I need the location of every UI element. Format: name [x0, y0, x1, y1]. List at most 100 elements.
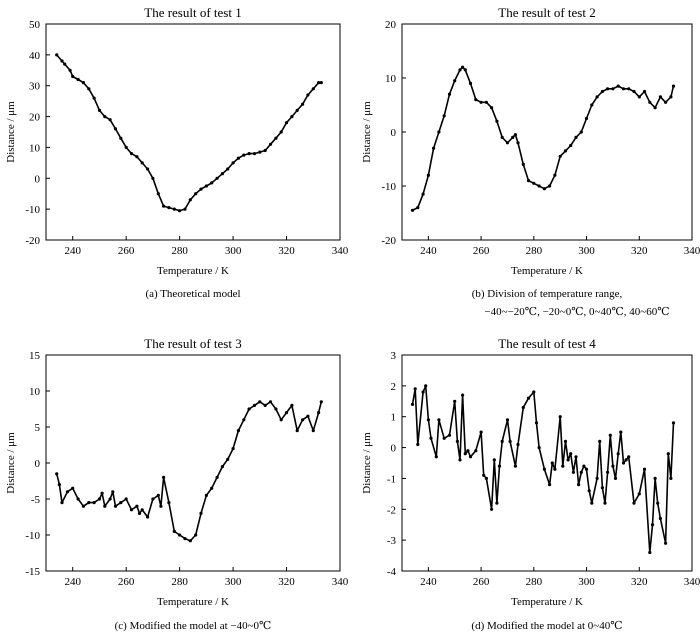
y-tick-label: 10	[385, 73, 397, 85]
data-point	[550, 461, 554, 465]
y-tick-label: 10	[29, 386, 41, 398]
data-point	[290, 403, 294, 407]
x-axis-label: Temperature / K	[157, 265, 229, 277]
data-point	[426, 418, 430, 422]
data-point	[463, 452, 467, 456]
x-axis-label: Temperature / K	[157, 596, 229, 608]
data-point	[637, 95, 641, 99]
data-point	[563, 149, 568, 153]
data-point	[215, 475, 219, 479]
data-point	[548, 483, 552, 487]
data-point	[437, 130, 441, 134]
x-tick-label: 320	[631, 576, 648, 588]
data-point	[606, 87, 610, 91]
data-point	[490, 106, 494, 110]
data-point	[97, 497, 102, 501]
x-tick-label: 300	[578, 576, 595, 588]
data-point	[613, 476, 618, 480]
data-point	[595, 95, 599, 99]
data-point	[146, 515, 150, 519]
data-point	[87, 87, 91, 91]
data-point	[561, 464, 565, 468]
data-point	[159, 504, 163, 508]
x-tick-label: 300	[578, 245, 595, 257]
data-point	[172, 207, 176, 211]
data-point	[231, 161, 235, 165]
x-axis-label: Temperature / K	[511, 265, 583, 277]
data-point	[495, 501, 499, 505]
data-point	[410, 402, 415, 406]
y-tick-label: -1	[387, 473, 396, 485]
data-point	[279, 418, 283, 422]
data-point	[616, 452, 620, 456]
data-point	[220, 172, 224, 176]
data-point	[468, 455, 473, 459]
panel-test-3: The result of test 3 240 260 280 300 320 340 …	[5, 336, 349, 632]
chart-title: The result of test 1	[144, 5, 241, 20]
data-point	[162, 475, 166, 479]
data-point	[188, 539, 192, 543]
data-point	[199, 187, 203, 191]
data-point	[574, 455, 578, 459]
caption-line: −40~−20℃, −20~0℃, 0~40℃, 40~60℃	[484, 306, 669, 318]
data-point	[410, 208, 415, 212]
data-point	[76, 497, 80, 501]
data-point	[194, 533, 198, 537]
data-point	[63, 62, 67, 66]
data-point	[76, 77, 80, 82]
data-point	[587, 489, 591, 493]
panel-test-2: The result of test 2 240 260 280 300 320 340 …	[361, 5, 700, 318]
data-point	[532, 390, 536, 394]
data-point	[474, 98, 478, 102]
x-tick-label: 260	[118, 245, 135, 257]
data-point	[92, 501, 96, 505]
data-point	[247, 152, 251, 156]
caption-line: (b) Division of temperature range,	[472, 288, 623, 300]
y-tick-label: 30	[29, 81, 41, 93]
data-point	[656, 501, 660, 505]
data-point	[413, 387, 417, 391]
data-point	[590, 501, 594, 505]
data-point	[274, 407, 278, 411]
data-point	[178, 533, 182, 537]
data-point	[627, 87, 631, 91]
y-tick-label: 0	[391, 127, 397, 139]
data-point	[508, 439, 512, 443]
data-point	[608, 433, 612, 437]
data-point	[671, 84, 676, 88]
data-point	[151, 497, 155, 501]
data-point	[421, 390, 425, 394]
data-point	[671, 421, 676, 425]
data-point	[569, 143, 573, 148]
y-tick-label: 20	[385, 19, 397, 31]
data-point	[526, 179, 531, 183]
caption-line: (d) Modified the model at 0~40℃	[471, 620, 622, 632]
data-point	[579, 130, 583, 134]
data-point	[167, 501, 171, 505]
data-point	[268, 142, 273, 146]
data-point	[129, 508, 134, 512]
x-tick-label: 240	[64, 245, 81, 257]
data-point	[210, 486, 214, 490]
data-point	[650, 523, 655, 527]
data-point	[284, 411, 289, 415]
data-point	[247, 407, 251, 411]
data-point	[137, 511, 142, 515]
data-point	[319, 81, 323, 85]
y-tick-label: -10	[25, 204, 40, 216]
data-point	[553, 467, 557, 471]
y-tick-label: 15	[29, 350, 41, 362]
data-point	[188, 198, 192, 202]
data-point	[553, 173, 557, 177]
data-point	[558, 154, 562, 158]
data-point	[71, 74, 75, 79]
data-point	[500, 135, 504, 139]
data-point	[263, 403, 267, 407]
panel-test-4: The result of test 4 240 260 280 300 320 340 …	[361, 336, 700, 632]
data-point	[424, 384, 428, 388]
data-point	[569, 452, 573, 456]
data-point	[484, 100, 488, 104]
y-tick-label: -2	[387, 504, 396, 516]
data-point	[124, 145, 128, 149]
